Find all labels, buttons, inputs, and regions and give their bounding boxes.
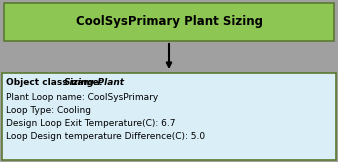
- Text: Object class name:: Object class name:: [6, 78, 109, 87]
- Text: Design Loop Exit Temperature(C): 6.7: Design Loop Exit Temperature(C): 6.7: [6, 119, 175, 128]
- Text: Loop Type: Cooling: Loop Type: Cooling: [6, 106, 91, 115]
- Bar: [2, 73, 336, 160]
- Text: CoolSysPrimary Plant Sizing: CoolSysPrimary Plant Sizing: [75, 16, 263, 29]
- Text: Plant Loop name: CoolSysPrimary: Plant Loop name: CoolSysPrimary: [6, 93, 158, 102]
- Text: Loop Design temperature Difference(C): 5.0: Loop Design temperature Difference(C): 5…: [6, 132, 205, 141]
- Bar: [4, 3, 334, 41]
- Text: Sizing:Plant: Sizing:Plant: [64, 78, 125, 87]
